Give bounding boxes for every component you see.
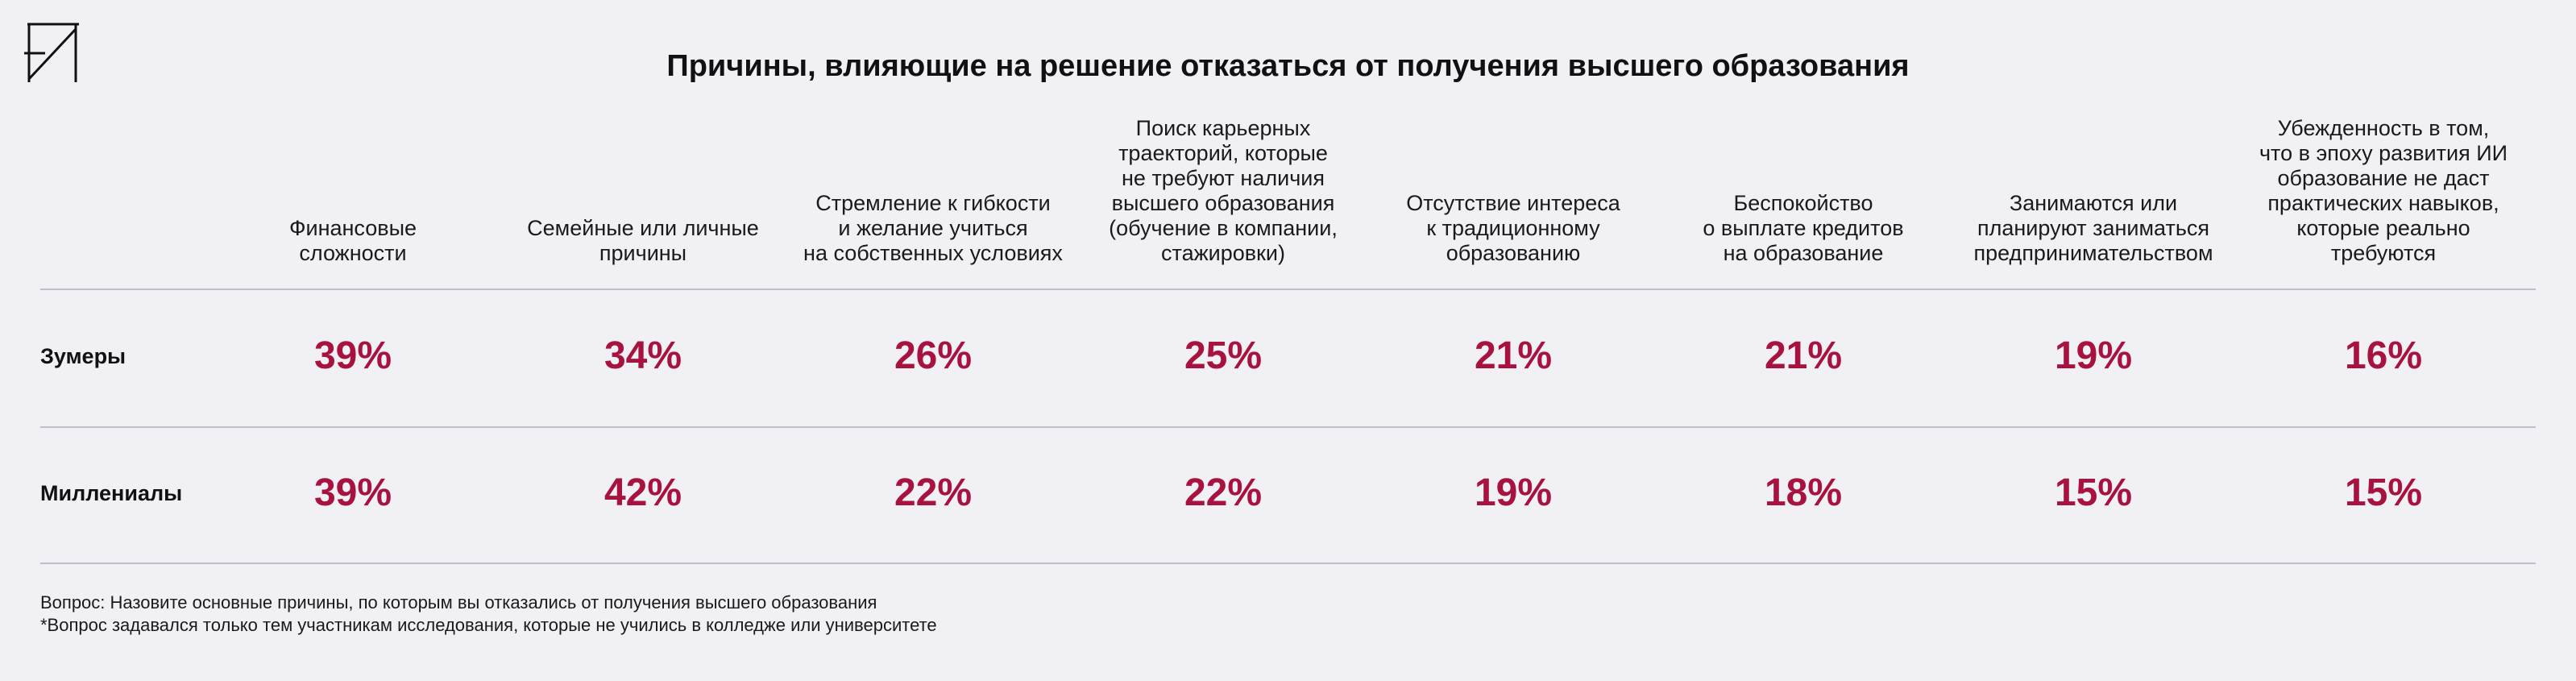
row-label: Миллениалы [40,481,183,505]
data-cell: 39% [313,471,392,514]
column-header-line: Беспокойство [1733,191,1873,215]
column-header-line: Отсутствие интереса [1406,191,1620,215]
footnote-question: Вопрос: Назовите основные причины, по ко… [40,592,877,612]
column-header: Беспокойство о выплате кредитов на образов… [1670,191,1936,266]
data-cell: 15% [2054,471,2133,514]
column-header-line: траекторий, которые [1118,141,1328,165]
data-cell: 22% [894,471,973,514]
column-header-line: образование не даст [2277,166,2490,190]
column-header: Занимаются или планируют заниматься предпр… [1960,191,2226,266]
column-header-line: что в эпоху развития ИИ [2259,141,2508,165]
data-cell: 42% [604,471,682,514]
data-cell: 16% [2344,334,2423,377]
column-header-line: на собственных условиях [803,241,1063,265]
brand-logo [23,21,84,85]
brand-monogram-icon [24,23,79,82]
chart-title: Причины, влияющие на решение отказаться … [666,49,1910,83]
row-label: Зумеры [40,344,127,368]
column-header: Поиск карьерных траекторий, которые не тре… [1090,116,1356,266]
footnotes: Вопрос: Назовите основные причины, по ко… [40,592,937,637]
column-header-line: на образование [1723,241,1884,265]
data-cell: 39% [313,334,392,377]
column-header: Финансовые сложности [220,216,486,266]
column-header-line: (обучение в компании, [1109,216,1338,240]
column-header-line: высшего образования [1111,191,1335,215]
data-cell: 15% [2344,471,2423,514]
data-cell: 21% [1764,334,1843,377]
column-header-line: требуются [2330,241,2437,265]
column-header: Стремление к гибкости и желание учиться на… [800,191,1066,266]
column-header-line: Убежденность в том, [2277,116,2490,140]
row-divider [40,426,2536,428]
column-header-line: о выплате кредитов [1703,216,1904,240]
column-header-line: Финансовые [288,216,417,240]
column-headers: Финансовые сложности Семейные или личные пр… [0,105,2576,266]
column-header-line: планируют заниматься [1977,216,2210,240]
column-header-line: к традиционному [1426,216,1600,240]
data-cell: 19% [2054,334,2133,377]
column-header-line: и желание учиться [838,216,1028,240]
data-cell: 21% [1474,334,1553,377]
data-cell: 19% [1474,471,1553,514]
header-divider [40,289,2536,290]
column-header: Семейные или личные причины [510,216,776,266]
column-header: Убежденность в том, что в эпоху развития … [2250,116,2516,266]
column-header-line: сложности [299,241,407,265]
column-header-line: Семейные или личные [527,216,759,240]
column-header-line: образованию [1446,241,1581,265]
data-cell: 22% [1184,471,1263,514]
column-header-line: Занимаются или [2009,191,2178,215]
column-header-line: предпринимательством [1973,241,2213,265]
column-header-line: не требуют наличия [1122,166,1325,190]
data-cell: 34% [604,334,682,377]
data-cell: 18% [1764,471,1843,514]
column-header-line: практических навыков, [2267,191,2499,215]
column-header-line: которые реально [2296,216,2470,240]
data-cell: 26% [894,334,973,377]
column-header-line: причины [599,241,687,265]
column-header-line: стажировки) [1161,241,1285,265]
footnote-note: *Вопрос задавался только тем участникам … [40,615,937,635]
column-header-line: Стремление к гибкости [815,191,1051,215]
data-cell: 25% [1184,334,1263,377]
column-header: Отсутствие интереса к традиционному образо… [1380,191,1646,266]
column-header-line: Поиск карьерных [1135,116,1311,140]
table-bottom-divider [40,563,2536,564]
